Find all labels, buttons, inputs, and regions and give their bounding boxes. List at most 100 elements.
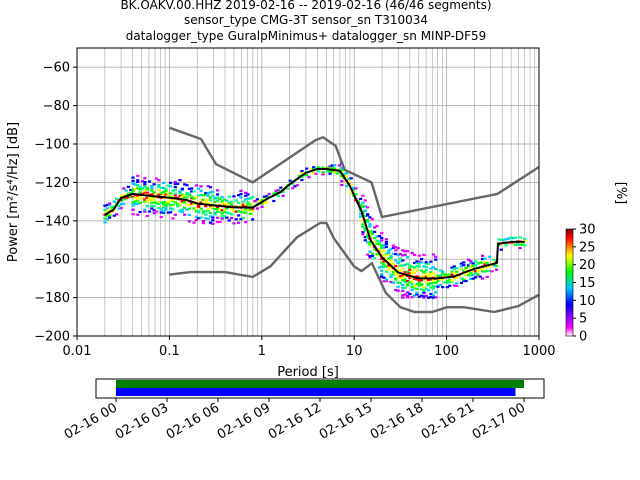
ppsd-cell [300, 172, 304, 175]
ppsd-cell [349, 191, 353, 194]
x-axis-label: Period [s] [277, 365, 339, 380]
ppsd-cell [401, 276, 405, 279]
ppsd-cell [380, 265, 384, 268]
ppsd-cell [366, 236, 370, 239]
ppsd-cell [222, 202, 227, 205]
ppsd-cell [178, 194, 182, 197]
ppsd-cell [396, 281, 400, 284]
ppsd-cell [187, 193, 191, 197]
ppsd-cell [419, 257, 424, 261]
ppsd-cell [389, 248, 393, 251]
ppsd-histogram [103, 162, 527, 299]
ppsd-cell [464, 269, 468, 272]
ppsd-cell [220, 217, 224, 220]
ppsd-cell [469, 264, 473, 267]
ppsd-cell [429, 273, 433, 277]
ppsd-cell [464, 279, 468, 283]
ppsd-cell [206, 194, 210, 197]
ppsd-cell [143, 189, 147, 193]
ppsd-cell [187, 220, 191, 223]
ppsd-cell [382, 263, 386, 266]
ppsd-cell [480, 277, 485, 280]
ppsd-cell [211, 219, 215, 222]
ppsd-cell [370, 218, 374, 221]
ppsd-cell [197, 187, 201, 190]
ppsd-cell [201, 210, 206, 213]
ppsd-cell [485, 269, 489, 272]
ppsd-cell [380, 239, 384, 242]
ppsd-cell [389, 280, 393, 284]
ppsd-cell [419, 283, 424, 286]
ppsd-cell [246, 197, 250, 200]
ppsd-cell [251, 218, 255, 221]
ppsd-cell [215, 208, 220, 211]
ppsd-cell [502, 238, 506, 241]
ppsd-cell [361, 205, 365, 209]
ppsd-cell [159, 211, 163, 214]
ppsd-cell [168, 185, 173, 188]
ppsd-cell [394, 259, 398, 262]
ppsd-cell [246, 203, 250, 206]
coverage-bar-data [116, 380, 524, 388]
ppsd-cell [441, 285, 445, 289]
ppsd-cell [288, 179, 292, 182]
ppsd-cell [401, 249, 405, 252]
ppsd-cell [429, 267, 433, 270]
coverage-tick-label: 02-17 00 [470, 400, 528, 442]
ppsd-cell [401, 254, 405, 257]
ppsd-cell [389, 275, 393, 279]
ppsd-cell [258, 200, 262, 203]
ppsd-cell [312, 171, 316, 174]
ppsd-cell [183, 213, 187, 216]
ppsd-cell [211, 206, 215, 209]
ppsd-cell [204, 217, 208, 220]
ppsd-cell [427, 278, 431, 281]
ppsd-cell [145, 188, 149, 191]
ppsd-cell [459, 277, 464, 280]
ppsd-cell [455, 267, 459, 270]
ppsd-cell [185, 192, 189, 195]
ppsd-cell [483, 263, 487, 266]
ppsd-cell [185, 208, 189, 211]
ppsd-cell [513, 243, 518, 246]
ppsd-cell [220, 200, 224, 203]
ppsd-cell [126, 192, 130, 195]
ppsd-cell [251, 202, 255, 205]
ppsd-cell [424, 261, 428, 264]
grid [76, 48, 539, 337]
ppsd-cell [312, 166, 316, 169]
ppsd-cell [194, 200, 198, 204]
ppsd-cell [391, 270, 396, 274]
ppsd-cell [131, 208, 135, 211]
ppsd-cell [140, 180, 145, 183]
ppsd-cell [405, 270, 410, 273]
ppsd-cell [150, 196, 154, 200]
ppsd-cell [232, 209, 236, 212]
ppsd-cell [415, 287, 419, 291]
ppsd-cell [471, 270, 475, 273]
ppsd-cell [234, 218, 238, 221]
ppsd-cell [185, 184, 189, 187]
ppsd-cell [108, 208, 112, 211]
ppsd-cell [495, 268, 499, 271]
ppsd-cell [473, 264, 478, 267]
ppsd-cell [396, 254, 400, 257]
ppsd-cell [272, 192, 276, 195]
ppsd-cell [506, 237, 510, 240]
ppsd-cell [171, 198, 175, 202]
ppsd-cell [133, 188, 138, 191]
ppsd-cell [178, 179, 182, 182]
ppsd-cell [464, 274, 468, 277]
ppsd-cell [403, 250, 407, 253]
ppsd-cell [192, 221, 196, 224]
ppsd-cell [405, 283, 410, 286]
ppsd-cell [382, 276, 386, 279]
ppsd-cell [499, 248, 503, 251]
ppsd-cell [368, 250, 372, 253]
ppsd-cell [391, 252, 396, 255]
ppsd-cell [119, 195, 123, 198]
ppsd-cell [143, 200, 147, 203]
ppsd-cell [337, 171, 342, 174]
ppsd-cell [133, 200, 138, 203]
ppsd-cell [445, 281, 449, 284]
